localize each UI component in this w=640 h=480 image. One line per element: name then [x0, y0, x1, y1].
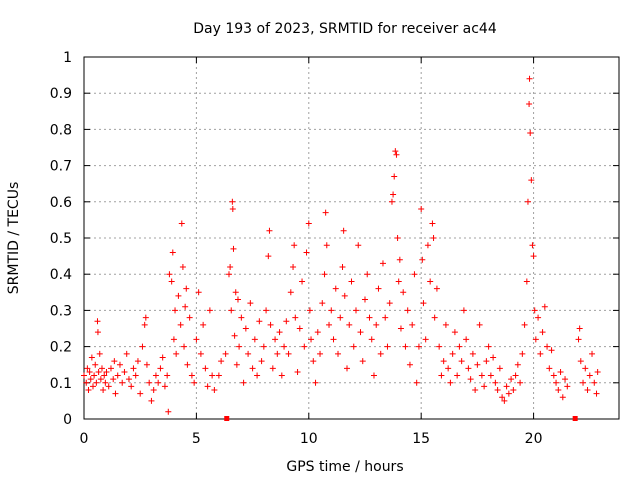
y-axis-title: SRMTID / TECUs	[6, 182, 22, 295]
x-tick-label: 10	[300, 431, 318, 447]
y-tick-label: 0.3	[50, 303, 72, 319]
y-tick-label: 0.2	[50, 340, 72, 356]
x-tick-label: 5	[192, 431, 201, 447]
chart-title: Day 193 of 2023, SRMTID for receiver ac4…	[193, 21, 497, 37]
y-tick-label: 0.4	[50, 267, 72, 283]
x-tick-label: 15	[412, 431, 430, 447]
chart-background	[0, 0, 640, 480]
x-tick-label: 20	[525, 431, 543, 447]
y-tick-label: 0.1	[50, 376, 72, 392]
gap-marker	[224, 416, 229, 421]
x-tick-label: 0	[80, 431, 89, 447]
y-tick-label: 0.5	[50, 231, 72, 247]
y-tick-label: 0.8	[50, 122, 72, 138]
x-axis-title: GPS time / hours	[286, 459, 403, 475]
gap-marker	[573, 416, 578, 421]
y-tick-label: 0	[63, 412, 72, 428]
y-tick-label: 0.9	[50, 86, 72, 102]
scatter-chart: 0 5 10 15 20 0 0.1 0.2 0.3 0.4 0.5 0.6 0.7 0.8 0.9 1 D…	[0, 0, 640, 480]
y-tick-label: 0.7	[50, 159, 72, 175]
y-tick-label: 1	[63, 50, 72, 66]
y-tick-label: 0.6	[50, 195, 72, 211]
